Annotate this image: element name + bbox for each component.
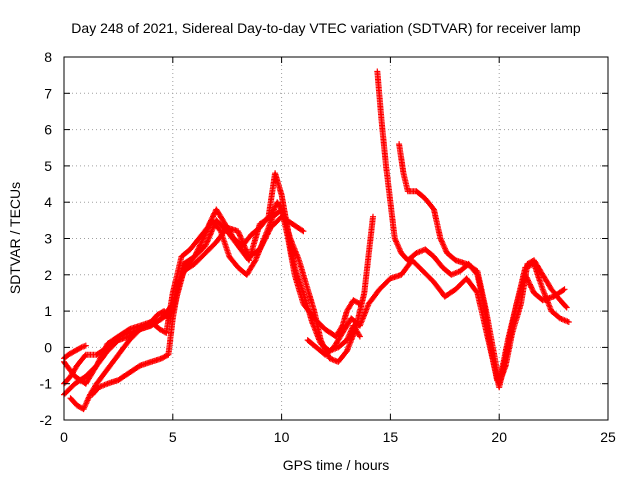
series-marks: [396, 141, 570, 387]
series-arc-9: [396, 141, 570, 387]
y-tick-label: 1: [44, 303, 52, 319]
y-tick-label: -1: [40, 376, 53, 392]
x-tick-label: 5: [169, 429, 177, 445]
y-tick-label: 5: [44, 158, 52, 174]
ticks: [63, 56, 609, 421]
y-tick-label: 8: [44, 49, 52, 65]
y-tick-label: -2: [40, 412, 53, 428]
y-tick-label: 7: [44, 85, 52, 101]
x-axis-label: GPS time / hours: [283, 457, 390, 473]
tick-labels: 0 5 10 15 20 25 -2 -1 0 1 2 3 4 5 6 7 8: [40, 49, 616, 445]
y-tick-label: 4: [44, 194, 52, 210]
y-axis-label: SDTVAR / TECUs: [7, 182, 23, 294]
x-tick-label: 10: [274, 429, 290, 445]
x-tick-label: 25: [600, 429, 616, 445]
x-tick-label: 0: [60, 429, 68, 445]
data-marks: [61, 68, 572, 413]
y-tick-label: 3: [44, 231, 52, 247]
x-tick-label: 15: [383, 429, 399, 445]
y-tick-label: 6: [44, 122, 52, 138]
y-tick-label: 2: [44, 267, 52, 283]
x-tick-label: 20: [491, 429, 507, 445]
chart-title: Day 248 of 2021, Sidereal Day-to-day VTE…: [71, 20, 581, 36]
y-tick-label: 0: [44, 339, 52, 355]
